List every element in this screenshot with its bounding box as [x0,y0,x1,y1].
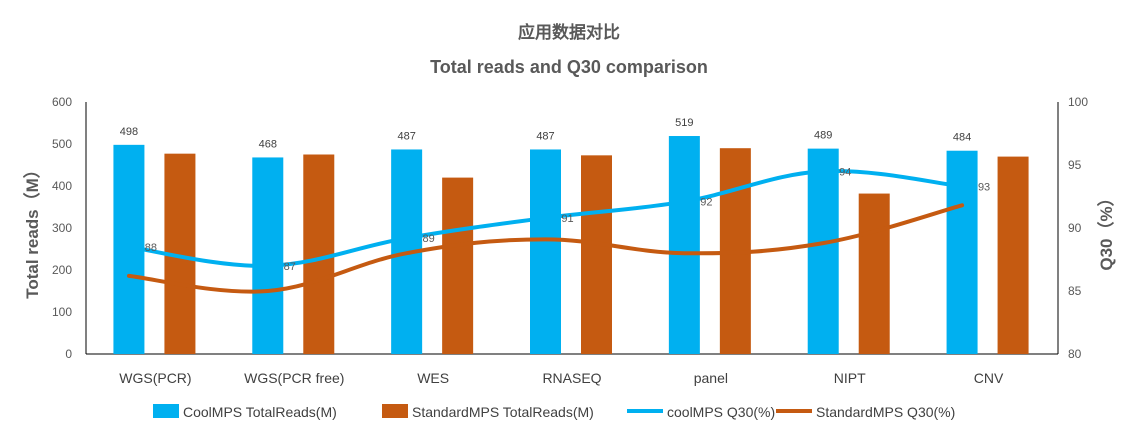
y-tick-label: 400 [52,179,72,193]
bar [581,155,612,354]
y2-tick-label: 95 [1068,158,1082,172]
bar-data-label: 468 [259,138,277,150]
bar [946,150,978,354]
y-tick-label: 300 [52,221,72,235]
y2-axis-title: Q30（%） [1096,189,1116,270]
bar-data-label: 487 [536,130,554,142]
y-tick-label: 100 [52,305,72,319]
y2-tick-label: 100 [1068,95,1088,109]
y2-tick-label: 85 [1068,284,1082,298]
y-tick-label: 0 [65,347,72,361]
x-tick-label: WES [417,370,449,386]
y-tick-label: 600 [52,95,72,109]
line-data-label: 94 [839,166,851,178]
y-axis-title: Total reads（M） [22,161,42,299]
line-data-label: 93 [978,181,990,193]
x-tick-label: NIPT [834,370,866,386]
bar [997,156,1029,354]
line-data-label: 89 [423,233,435,245]
bar [442,177,474,354]
bar-data-label: 489 [814,130,832,142]
chart-subtitle: Total reads and Q30 comparison [430,57,708,77]
legend-label: StandardMPS TotalReads(M) [412,404,594,420]
legend-label: coolMPS Q30(%) [667,404,775,420]
line-data-label: 88 [145,242,157,254]
bar-data-label: 498 [120,126,138,138]
x-tick-label: RNASEQ [542,370,601,386]
bar [858,193,890,354]
bar-data-label: 519 [675,117,693,129]
legend-label: StandardMPS Q30(%) [816,404,955,420]
line-data-label: 91 [561,213,573,225]
bar-data-label: 487 [397,130,415,142]
line-data-label: 92 [700,197,712,209]
legend: CoolMPS TotalReads(M) StandardMPS TotalRe… [153,404,955,420]
x-tick-label: CNV [974,370,1004,386]
legend-swatch [382,404,408,418]
bar [252,157,284,354]
bar [303,154,335,354]
x-tick-label: panel [694,370,728,386]
bar [807,148,839,354]
y2-tick-label: 90 [1068,221,1082,235]
bar [530,149,561,354]
legend-swatch [153,404,179,418]
y-tick-label: 200 [52,263,72,277]
bar [668,136,700,354]
bar-data-label: 484 [953,132,971,144]
y-tick-label: 500 [52,137,72,151]
legend-label: CoolMPS TotalReads(M) [183,404,337,420]
x-tick-label: WGS(PCR free) [244,370,344,386]
x-tick-label: WGS(PCR) [119,370,191,386]
chart-title: 应用数据对比 [518,22,620,42]
y2-tick-label: 80 [1068,347,1082,361]
line-data-label: 87 [284,261,296,273]
plot-area: 0 100 200 300 400 500 600 80 85 90 95 100 WGS(PCR) WG… [52,95,1088,386]
